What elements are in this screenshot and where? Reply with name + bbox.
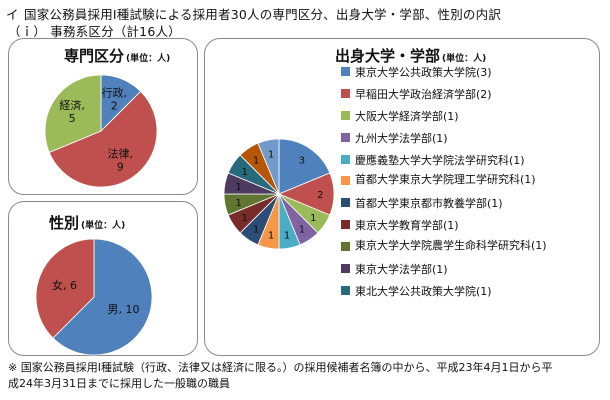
- specialty-data-label-0: 行政, 2: [102, 85, 128, 112]
- legend-swatch: [341, 285, 350, 295]
- legend-label: 早稲田大学政治経済学部(2): [355, 87, 492, 101]
- university-data-label-11: 1: [253, 156, 259, 167]
- legend-label: 東京大学法学部(1): [355, 263, 448, 277]
- legend-label: 東京大学大学院農学生命科学研究科(1): [355, 239, 547, 253]
- gender-chart-title: 性別 (単位：人): [49, 214, 126, 232]
- legend-swatch: [341, 198, 350, 208]
- specialty-slice-1: [48, 90, 158, 188]
- header-line-2: （ｉ） 事務系区分（計16人）: [8, 24, 181, 39]
- university-data-label-12: 1: [268, 150, 274, 161]
- gender-data-label-1: 女, 6: [52, 278, 77, 292]
- header-title: 国家公務員採用Ⅰ種試験による採用者30人の専門区分、出身大学・学部、性別の内訳: [24, 7, 502, 22]
- gender-pie-chart: 男, 10 女, 6: [35, 238, 153, 356]
- gender-data-label-0: 男, 10: [108, 303, 140, 316]
- legend-label: 東京大学公共政策大学院(3): [355, 66, 492, 79]
- gender-slice-0: [52, 238, 153, 356]
- legend-swatch: [341, 154, 350, 164]
- specialty-slice-2: [44, 74, 102, 153]
- header-line-1: イ国家公務員採用Ⅰ種試験による採用者30人の専門区分、出身大学・学部、性別の内訳: [6, 4, 501, 23]
- gender-slice-1: [35, 238, 95, 339]
- legend-item-6: 首都大学東京都市教養学部(1): [341, 195, 591, 217]
- gender-unit: (単位：人): [81, 221, 126, 231]
- footnote-line-1: ※ 国家公務員採用Ⅰ種試験（行政、法律又は経済に限る。）の採用候補者名簿の中から…: [8, 361, 553, 374]
- legend-item-7: 東京大学教育学部(1): [341, 217, 591, 239]
- specialty-data-label-1: 法律, 9: [108, 146, 134, 173]
- university-data-label-5: 1: [268, 231, 274, 242]
- specialty-chart-title: 専門区分 (単位：人): [64, 47, 171, 65]
- legend-swatch: [341, 110, 350, 120]
- university-data-label-2: 1: [310, 213, 316, 224]
- legend-label: 東北大学公共政策大学院(1): [355, 284, 492, 298]
- legend-label: 慶應義塾大学大学院法学研究科(1): [355, 153, 525, 167]
- legend-swatch: [341, 242, 350, 252]
- university-data-label-3: 1: [299, 224, 305, 235]
- legend-item-5: 首都大学東京大学院理工学研究科(1): [341, 173, 591, 195]
- university-chart-title: 出身大学・学部 (単位：人): [335, 47, 487, 65]
- university-data-label-1: 2: [317, 190, 323, 201]
- legend-swatch: [341, 67, 350, 76]
- legend-item-9: 東京大学法学部(1): [341, 261, 591, 283]
- legend-label: 首都大学東京大学院理工学研究科(1): [355, 173, 536, 187]
- university-slice-12: [257, 138, 280, 195]
- legend-swatch: [341, 176, 350, 186]
- university-slice-0: [278, 138, 331, 195]
- legend-item-8: 東京大学大学院農学生命科学研究科(1): [341, 239, 591, 261]
- specialty-data-label-2: 経済, 5: [59, 98, 85, 125]
- footnote: ※ 国家公務員採用Ⅰ種試験（行政、法律又は経済に限る。）の採用候補者名簿の中から…: [8, 360, 604, 392]
- university-data-label-10: 1: [242, 167, 248, 178]
- legend-swatch: [341, 88, 350, 98]
- specialty-panel: 専門区分 (単位：人) 行政, 2 法律, 9 経済, 5: [8, 38, 198, 195]
- university-data-label-6: 1: [253, 224, 259, 235]
- legend-item-10: 東北大学公共政策大学院(1): [341, 283, 591, 305]
- university-unit: (単位：人): [442, 54, 487, 64]
- legend-item-2: 大阪大学経済学部(1): [341, 108, 591, 130]
- specialty-pie-chart: 行政, 2 法律, 9 経済, 5: [44, 74, 158, 188]
- legend-label: 東京大学教育学部(1): [355, 219, 459, 233]
- university-data-label-0: 3: [299, 156, 305, 167]
- legend-swatch: [341, 264, 350, 274]
- footnote-line-2: 成24年3月31日までに採用した一般職の職員: [8, 377, 230, 390]
- legend-item-4: 慶應義塾大学大学院法学研究科(1): [341, 152, 591, 174]
- university-data-label-9: 1: [235, 182, 241, 193]
- legend-label: 大阪大学経済学部(1): [355, 109, 459, 123]
- legend-swatch: [341, 220, 350, 230]
- legend-item-3: 九州大学法学部(1): [341, 130, 591, 152]
- university-data-label-4: 1: [284, 231, 290, 242]
- university-data-label-7: 1: [242, 213, 248, 224]
- specialty-unit: (単位：人): [126, 54, 171, 64]
- legend-swatch: [341, 132, 350, 142]
- legend-label: 首都大学東京都市教養学部(1): [355, 197, 503, 211]
- legend-label: 九州大学法学部(1): [355, 131, 448, 145]
- university-data-label-8: 1: [235, 198, 241, 209]
- university-legend: 東京大学公共政策大学院(3) 早稲田大学政治経済学部(2) 大阪大学経済学部(1) 九…: [341, 64, 591, 305]
- legend-item-1: 早稲田大学政治経済学部(2): [341, 86, 591, 108]
- gender-panel: 性別 (単位：人) 男, 10 女, 6: [8, 201, 198, 356]
- legend-item-0: 東京大学公共政策大学院(3): [341, 64, 591, 86]
- section-mark: イ: [6, 7, 19, 22]
